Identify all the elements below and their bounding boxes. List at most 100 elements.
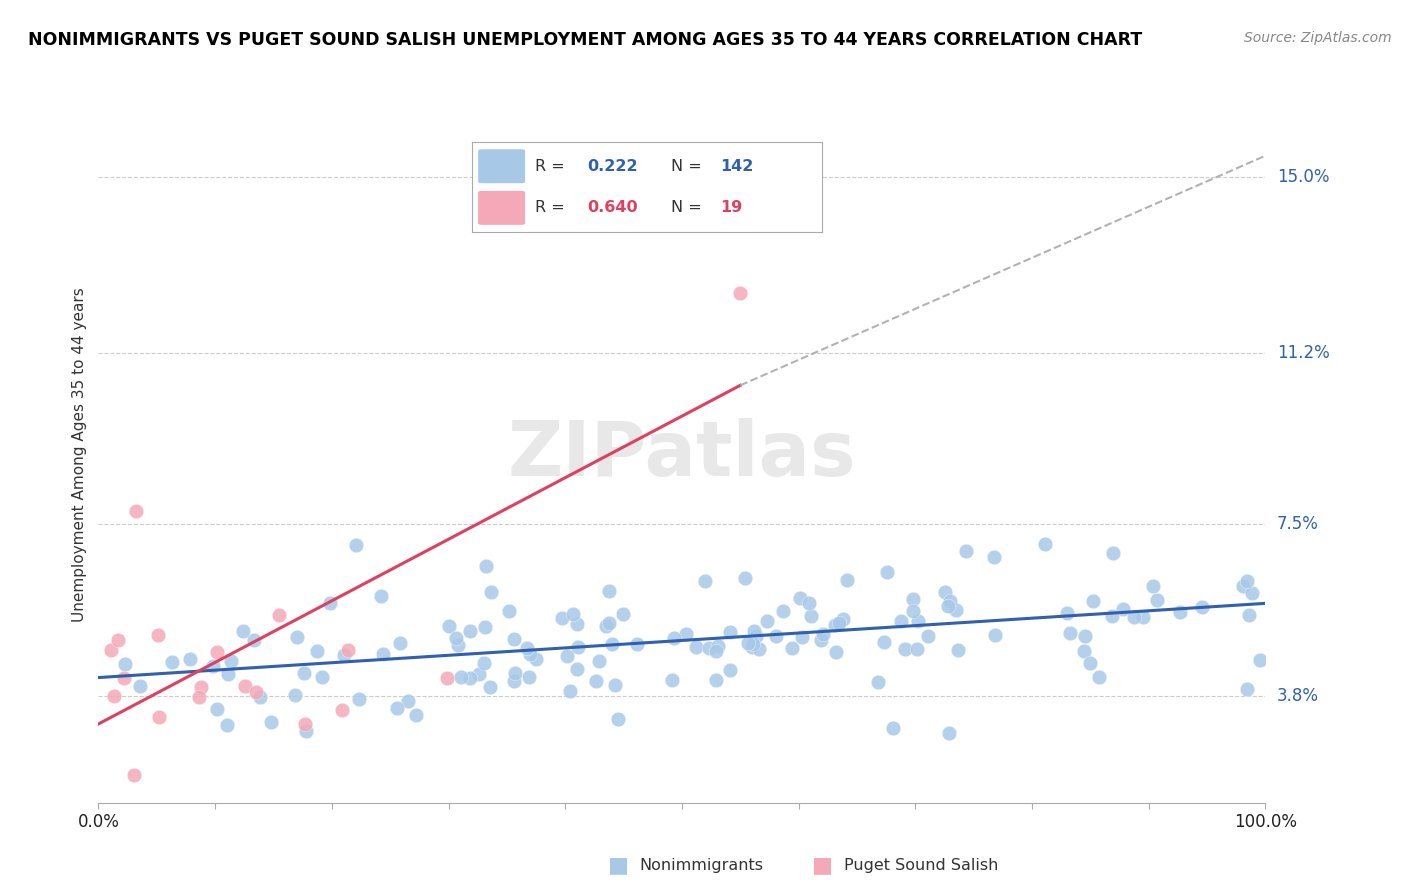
Text: R =: R = <box>534 159 569 174</box>
Point <box>458 671 481 685</box>
Text: NONIMMIGRANTS VS PUGET SOUND SALISH UNEMPLOYMENT AMONG AGES 35 TO 44 YEARS CORRE: NONIMMIGRANTS VS PUGET SOUND SALISH UNEM… <box>28 31 1142 49</box>
Point <box>503 665 526 680</box>
Point <box>1146 593 1168 607</box>
Point <box>285 630 308 644</box>
Point <box>744 624 766 638</box>
Point <box>336 642 359 657</box>
Point <box>737 635 759 649</box>
Text: 11.2%: 11.2% <box>1277 344 1330 362</box>
Point <box>901 591 924 606</box>
Point <box>626 636 648 650</box>
Point <box>396 694 419 708</box>
Point <box>1132 609 1154 624</box>
Point <box>598 583 620 598</box>
Point <box>1123 609 1146 624</box>
Point <box>825 645 848 659</box>
Point <box>730 285 752 300</box>
Text: Puget Sound Salish: Puget Sound Salish <box>844 858 998 872</box>
Point <box>1236 574 1258 589</box>
Point <box>458 624 481 638</box>
Point <box>319 596 342 610</box>
Point <box>1101 546 1123 560</box>
Point <box>201 658 224 673</box>
Point <box>868 675 890 690</box>
Point <box>232 624 254 638</box>
Point <box>249 690 271 704</box>
Point <box>292 666 315 681</box>
Point <box>984 627 1007 641</box>
Point <box>567 640 589 654</box>
Text: Source: ZipAtlas.com: Source: ZipAtlas.com <box>1244 31 1392 45</box>
Point <box>389 636 412 650</box>
Point <box>436 671 458 685</box>
Point <box>479 584 502 599</box>
Point <box>600 637 623 651</box>
Point <box>612 607 634 622</box>
Point <box>1249 652 1271 666</box>
Point <box>330 703 353 717</box>
Point <box>704 673 727 687</box>
Point <box>260 715 283 730</box>
Point <box>685 640 707 655</box>
Point <box>347 692 370 706</box>
Text: N =: N = <box>672 201 707 215</box>
Point <box>873 635 896 649</box>
Point <box>894 641 917 656</box>
Point <box>148 628 170 642</box>
Text: ZIPatlas: ZIPatlas <box>508 418 856 491</box>
Text: N =: N = <box>672 159 707 174</box>
Point <box>188 690 211 704</box>
Point <box>269 608 291 623</box>
Point <box>516 640 538 655</box>
Point <box>474 620 496 634</box>
Text: 19: 19 <box>720 201 742 215</box>
Point <box>955 544 977 558</box>
Point <box>218 667 240 681</box>
Point <box>405 708 427 723</box>
Point <box>1033 537 1056 551</box>
Text: Nonimmigrants: Nonimmigrants <box>640 858 763 872</box>
Point <box>718 663 741 677</box>
Point <box>936 599 959 613</box>
Point <box>800 609 823 624</box>
Point <box>498 604 520 618</box>
Point <box>1101 609 1123 624</box>
Point <box>243 632 266 647</box>
Point <box>1073 644 1095 658</box>
Text: ■: ■ <box>609 855 628 875</box>
Point <box>551 611 574 625</box>
Point <box>890 614 912 628</box>
Point <box>148 710 170 724</box>
Point <box>756 614 779 628</box>
Point <box>741 640 763 654</box>
Point <box>179 652 201 666</box>
Text: 7.5%: 7.5% <box>1277 516 1319 533</box>
Y-axis label: Unemployment Among Ages 35 to 44 years: Unemployment Among Ages 35 to 44 years <box>72 287 87 623</box>
Point <box>946 642 969 657</box>
Point <box>697 641 720 656</box>
Point <box>598 616 620 631</box>
Point <box>1236 682 1258 697</box>
Text: R =: R = <box>534 201 569 215</box>
Point <box>606 712 628 726</box>
Point <box>561 607 583 622</box>
Point <box>112 671 135 685</box>
Point <box>1078 657 1101 671</box>
Point <box>233 679 256 693</box>
Point <box>103 689 125 703</box>
Point <box>122 768 145 782</box>
Point <box>502 632 524 646</box>
Point <box>706 644 728 658</box>
Point <box>1142 579 1164 593</box>
Point <box>1237 608 1260 623</box>
Point <box>938 726 960 740</box>
Point <box>718 625 741 640</box>
Point <box>284 688 307 702</box>
Point <box>503 673 526 688</box>
Point <box>125 503 148 517</box>
Point <box>1232 579 1254 593</box>
Point <box>1074 630 1097 644</box>
Point <box>837 573 859 587</box>
Point <box>765 629 787 643</box>
Point <box>387 701 409 715</box>
